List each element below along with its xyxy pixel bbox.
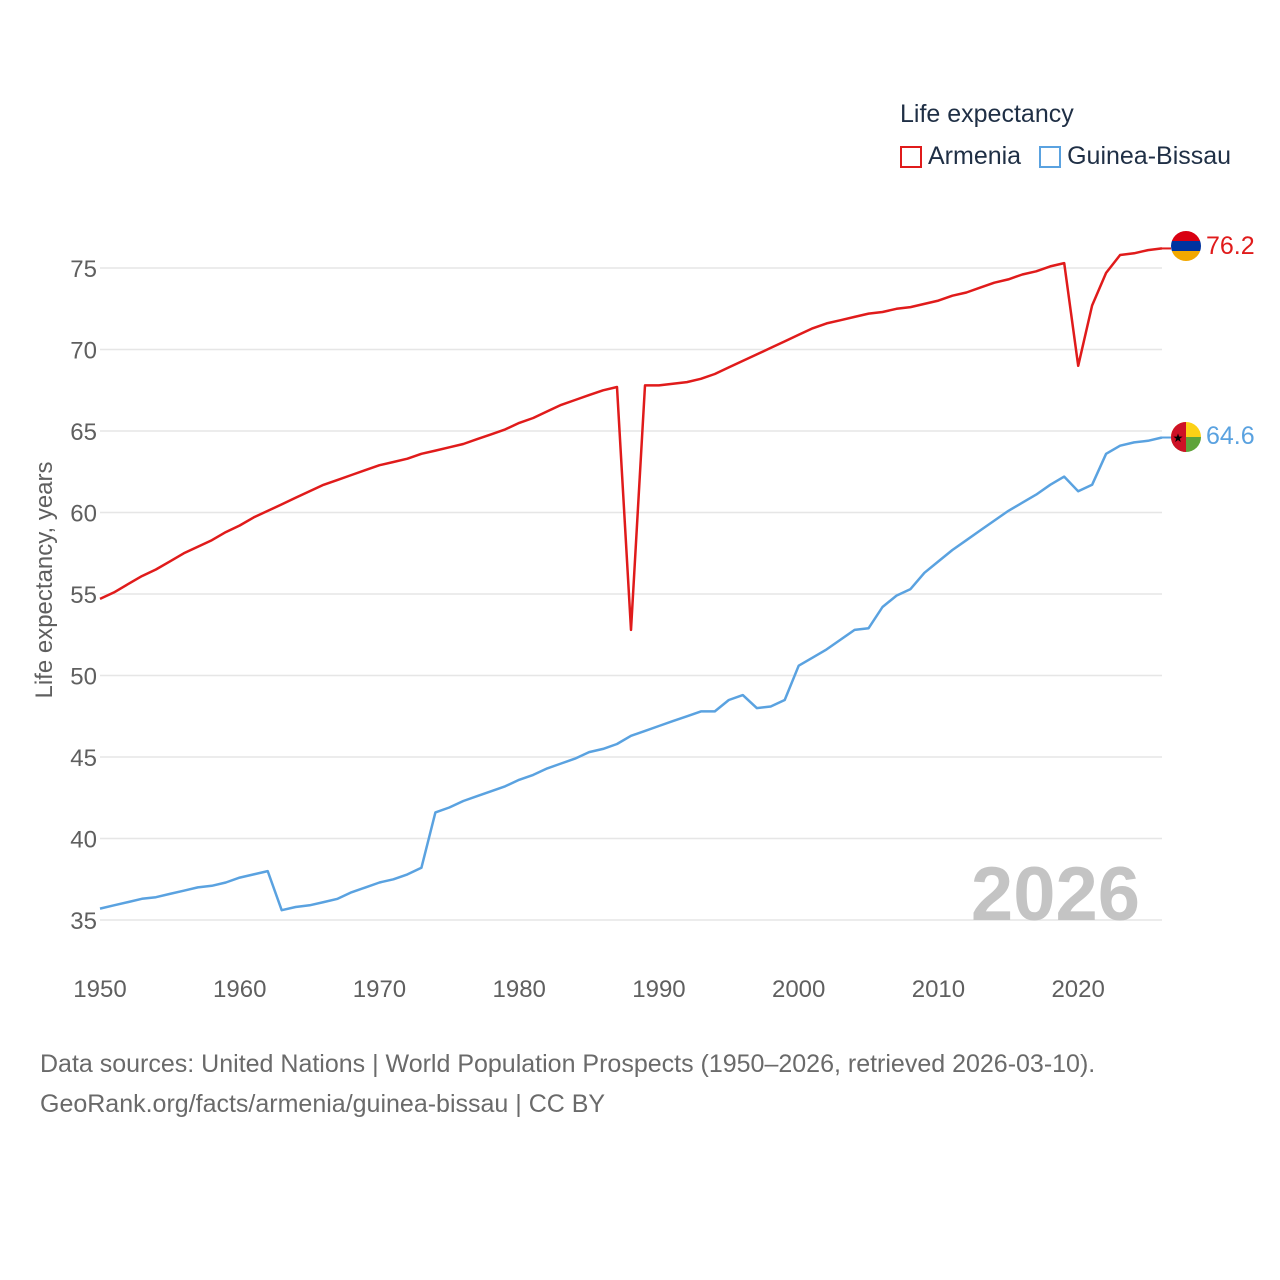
y-tick-label: 70 — [70, 338, 97, 365]
footer: Data sources: United Nations | World Pop… — [40, 1044, 1095, 1124]
y-tick-label: 60 — [70, 501, 97, 528]
y-tick-label: 45 — [70, 745, 97, 772]
x-tick-label: 1960 — [213, 976, 266, 1003]
legend-item-armenia[interactable]: Armenia — [900, 142, 1021, 171]
y-tick-label: 35 — [70, 908, 97, 935]
legend: Armenia Guinea-Bissau — [900, 142, 1249, 171]
y-tick-label: 65 — [70, 419, 97, 446]
x-axis-ticks: 1950 1960 1970 1980 1990 2000 2010 2020 — [73, 976, 1105, 1003]
y-tick-label: 50 — [70, 664, 97, 691]
gridlines — [100, 267, 1162, 921]
svg-text:★: ★ — [1173, 431, 1184, 445]
y-axis-ticks: 35 40 45 50 55 60 65 70 75 — [70, 256, 97, 935]
x-tick-label: 1970 — [353, 976, 406, 1003]
y-tick-label: 40 — [70, 827, 97, 854]
series-line-armenia[interactable] — [99, 247, 1163, 632]
x-tick-label: 1990 — [632, 976, 685, 1003]
end-label-guinea-bissau: 64.6 — [1206, 422, 1255, 450]
series-line-guinea-bissau[interactable] — [99, 436, 1163, 912]
x-tick-label: 2010 — [912, 976, 965, 1003]
series-layer — [99, 247, 1171, 912]
footer-credit[interactable]: GeoRank.org/facts/armenia/guinea-bissau … — [40, 1090, 606, 1118]
armenia-flag-icon — [1171, 231, 1201, 261]
end-label-armenia: 76.2 — [1206, 232, 1255, 260]
legend-item-guinea-bissau[interactable]: Guinea-Bissau — [1039, 142, 1231, 171]
legend-swatch-guinea-bissau — [1039, 145, 1062, 168]
x-tick-label: 1980 — [493, 976, 546, 1003]
legend-title: Life expectancy — [900, 100, 1074, 128]
line-chart: 35 40 45 50 55 60 65 70 75 1950 1960 1970 1980 1990 2… — [31, 231, 1255, 1003]
guinea-bissau-flag-icon: ★ — [1171, 422, 1201, 452]
x-tick-label: 2000 — [772, 976, 825, 1003]
y-tick-label: 75 — [70, 256, 97, 283]
y-axis-label: Life expectancy, years — [31, 461, 58, 698]
legend-label-guinea-bissau: Guinea-Bissau — [1067, 142, 1232, 170]
legend-swatch-armenia — [900, 145, 922, 168]
legend-label-armenia: Armenia — [928, 142, 1022, 170]
year-watermark: 2026 — [971, 852, 1140, 937]
y-tick-label: 55 — [70, 582, 97, 609]
footer-sources: Data sources: United Nations | World Pop… — [40, 1050, 1096, 1078]
x-tick-label: 2020 — [1051, 976, 1104, 1003]
x-tick-label: 1950 — [73, 976, 126, 1003]
